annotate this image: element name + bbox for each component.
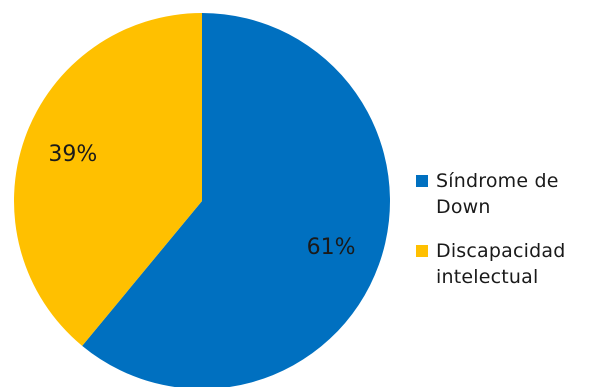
pie-data-labels: 61% 39% [48, 142, 355, 260]
legend-swatch-sindrome-de-down [416, 175, 428, 187]
pie-slice-sindrome-de-down [82, 13, 390, 387]
legend-item-discapacidad-intelectual: Discapacidad intelectual [414, 238, 592, 290]
legend-label-discapacidad-intelectual: Discapacidad intelectual [436, 240, 566, 288]
pie-slices [14, 12, 390, 387]
legend-label-sindrome-de-down: Síndrome de Down [436, 170, 559, 218]
legend-swatch-discapacidad-intelectual [416, 245, 428, 257]
legend: Síndrome de Down Discapacidad intelectua… [414, 168, 592, 308]
data-label-sindrome-de-down: 61% [307, 235, 356, 260]
data-label-discapacidad-intelectual: 39% [48, 142, 97, 167]
pie-slice-discapacidad-intelectual [14, 12, 202, 346]
legend-item-sindrome-de-down: Síndrome de Down [414, 168, 592, 220]
